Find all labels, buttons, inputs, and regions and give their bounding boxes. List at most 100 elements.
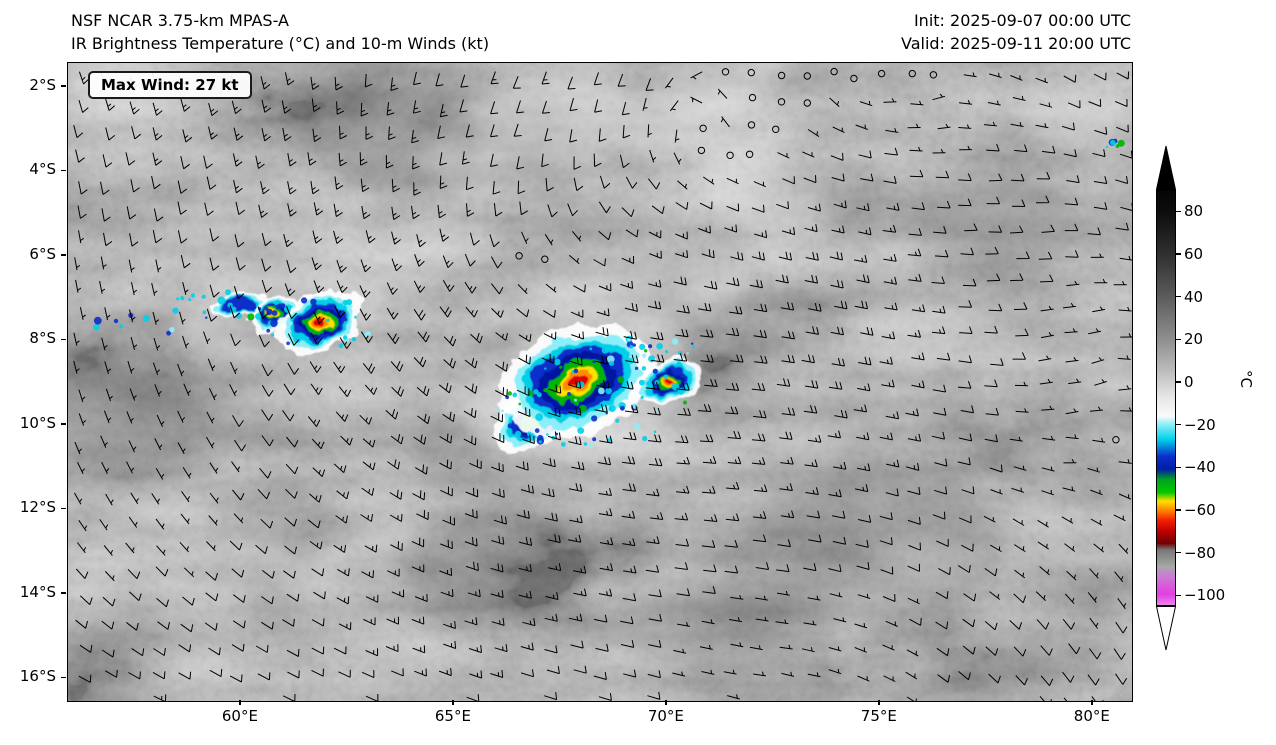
cold-cloud-speckle — [507, 423, 513, 429]
x-tick-mark — [239, 700, 241, 705]
cold-cloud-speckle — [561, 442, 566, 447]
cold-cloud-speckle — [686, 352, 689, 355]
y-tick-mark — [61, 507, 66, 510]
cold-cloud-speckle — [521, 374, 529, 382]
cold-cloud-speckle — [176, 297, 180, 301]
calm-wind-circle — [777, 98, 786, 106]
bright-cloud-patch — [700, 151, 829, 242]
cold-cloud-speckle — [573, 368, 579, 374]
calm-wind-circle — [748, 93, 757, 102]
colorbar-tick-mark — [1176, 594, 1181, 597]
colorbar-tick-label: −40 — [1184, 458, 1216, 477]
cold-cloud-speckle — [169, 327, 175, 333]
cold-cloud-speckle — [166, 330, 171, 336]
bright-cloud-patch — [139, 551, 343, 603]
colorbar-tick-label: −100 — [1184, 586, 1226, 605]
colorbar-tick-mark — [1176, 253, 1181, 255]
y-tick-mark — [61, 423, 66, 425]
x-tick-label: 65°E — [434, 707, 471, 725]
cold-cloud-speckle — [559, 365, 563, 369]
header-left: NSF NCAR 3.75-km MPAS-A IR Brightness Te… — [71, 9, 489, 55]
cold-cloud-speckle — [543, 388, 547, 393]
warm-clear-patch — [735, 467, 1008, 620]
cold-cloud-speckle — [225, 289, 231, 296]
cold-cloud-speckle — [351, 337, 357, 342]
y-tick-label: 4°S — [29, 160, 56, 179]
colorbar-tick-mark — [1176, 295, 1181, 298]
cold-cloud-speckle — [1110, 139, 1116, 146]
warm-clear-patch — [68, 361, 203, 472]
cold-cloud-speckle — [274, 299, 280, 306]
cold-cloud-speckle — [535, 413, 544, 421]
cold-cloud-speckle — [271, 310, 278, 316]
calm-wind-circle — [515, 252, 523, 260]
cold-cloud-speckle — [599, 398, 603, 402]
cold-speckle-layer — [93, 138, 1125, 448]
colorbar-tick-label: −20 — [1184, 415, 1216, 434]
cold-cloud-speckle — [501, 409, 504, 413]
calm-wind-circle — [726, 151, 734, 160]
cold-cloud-speckle — [143, 315, 150, 322]
cold-cloud-speckle — [539, 440, 542, 444]
cold-cloud-speckle — [557, 414, 563, 420]
colorbar-tick-mark — [1176, 466, 1181, 469]
cold-cloud-speckle — [93, 316, 102, 325]
cold-cloud-speckle — [271, 333, 275, 337]
cold-cloud-speckle — [236, 312, 242, 319]
colorbar-tick-label: 0 — [1184, 373, 1194, 391]
cold-cloud-speckle — [533, 389, 539, 395]
colorbar-tick-label: 80 — [1184, 202, 1204, 221]
y-tick-label: 2°S — [29, 75, 56, 94]
warm-clear-patch — [402, 509, 591, 611]
bright-cloud-patch — [370, 226, 495, 286]
x-tick-mark — [665, 700, 667, 705]
cold-cloud-speckle — [615, 418, 620, 423]
cold-cloud-speckle — [521, 404, 528, 410]
colorbar-tick-mark — [1176, 210, 1181, 213]
cold-cloud-speckle — [592, 437, 597, 442]
cold-cloud-speckle — [605, 387, 612, 395]
cold-cloud-speckle — [678, 351, 683, 355]
calm-wind-circle — [747, 121, 756, 129]
cold-cloud-speckle — [632, 343, 636, 347]
cold-cloud-speckle — [620, 405, 625, 411]
colorbar-tick-mark — [1176, 381, 1181, 383]
calm-wind-circle — [721, 68, 730, 76]
x-tick-label: 60°E — [221, 707, 258, 725]
calm-wind-circle — [699, 124, 707, 133]
bright-cloud-patch — [1064, 370, 1132, 421]
cold-cloud-speckle — [253, 306, 257, 309]
cold-cloud-speckle — [592, 360, 596, 364]
calm-wind-circle — [830, 67, 838, 76]
cold-cloud-speckle — [554, 358, 561, 366]
bright-cloud-patch — [842, 295, 977, 353]
cold-cloud-speckle — [227, 302, 233, 308]
y-tick-mark — [61, 592, 66, 594]
warm-clear-patch — [628, 585, 833, 671]
cold-cloud-speckle — [634, 366, 639, 370]
calm-wind-circle — [697, 146, 706, 155]
cold-cloud-speckle — [119, 324, 123, 329]
y-tick-label: 6°S — [29, 244, 56, 263]
background-shading-layer — [68, 63, 1132, 671]
cold-cloud-speckle — [608, 360, 615, 366]
cold-cloud-speckle — [639, 379, 645, 386]
cold-cloud-speckle — [589, 347, 593, 351]
model-title: NSF NCAR 3.75-km MPAS-A — [71, 11, 289, 30]
cold-cloud-speckle — [537, 434, 544, 442]
calm-wind-circle — [803, 72, 811, 80]
calm-wind-circle — [803, 99, 811, 107]
cold-cloud-speckle — [576, 416, 580, 420]
colorbar-tick-label: −80 — [1184, 543, 1216, 562]
x-tick-label: 80°E — [1073, 707, 1110, 725]
cold-cloud-speckle — [188, 298, 192, 302]
x-tick-label: 75°E — [860, 707, 897, 725]
ir-satellite-map — [68, 63, 1132, 701]
colorbar-tick-mark — [1176, 509, 1181, 511]
cold-cloud-speckle — [514, 430, 522, 438]
cold-cloud-speckle — [617, 376, 625, 383]
colorbar-tick-mark — [1176, 423, 1181, 426]
cold-cloud-speckle — [526, 396, 530, 400]
cold-cloud-speckle — [270, 319, 278, 328]
cold-cloud-speckle — [663, 374, 669, 379]
